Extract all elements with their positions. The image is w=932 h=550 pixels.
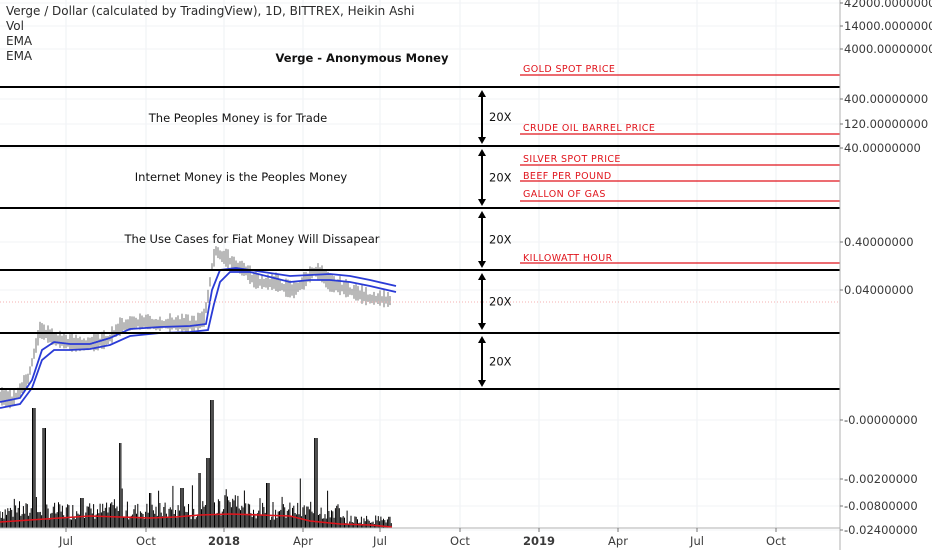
commodity-label: KILLOWATT HOUR [523,253,613,264]
x-tick-label: 2019 [523,534,555,548]
y-tick-label: 0.40000000 [844,235,914,249]
multiplier-label: 20X [489,295,512,309]
x-tick-label: Apr [608,534,628,548]
commodity-label: GOLD SPOT PRICE [523,64,615,75]
y-tick-label: 40.00000000 [844,141,921,155]
arrow-head-up [478,149,486,156]
x-tick-label: 2018 [208,534,240,548]
axis-background [840,0,932,550]
annotations: Verge - Anonymous Money The Peoples Money… [124,51,512,387]
arrow-head-up [478,90,486,97]
zone-text: Internet Money is the Peoples Money [135,170,348,184]
y-tick-label: -0.00200000 [844,472,918,486]
x-tick-label: Jul [689,534,704,548]
price-series [0,246,397,409]
indicator-ema-1[interactable]: EMA [6,34,33,48]
chart-title: Verge - Anonymous Money [276,51,449,65]
arrow-head-up [478,273,486,280]
chart-legend: Verge / Dollar (calculated by TradingVie… [6,4,414,64]
x-tick-label: Oct [450,534,470,548]
zone-text: The Use Cases for Fiat Money Will Dissap… [124,232,380,246]
indicator-ema-2[interactable]: EMA [6,49,33,63]
x-tick-label: Oct [136,534,156,548]
arrow-head-up [478,211,486,218]
ema-short-line [0,267,397,403]
y-tick-label: 400.00000000 [844,92,928,106]
multiplier-label: 20X [489,110,512,124]
y-tick-label: -0.02400000 [844,523,918,537]
x-tick-label: Apr [293,534,313,548]
arrow-head-up [478,336,486,343]
multiplier-label: 20X [489,171,512,185]
y-tick-label: 0.04000000 [844,283,914,297]
y-tick-label: 42000.00000000 [844,0,932,10]
y-tick-label: 14000.00000000 [844,19,932,33]
arrow-head-down [478,261,486,268]
commodity-label: CRUDE OIL BARREL PRICE [523,123,655,134]
multiplier-label: 20X [489,355,512,369]
horizontal-levels: 800.0000000040.000000002.000000000.10000… [0,64,932,396]
x-tick-label: Jul [58,534,73,548]
arrow-head-down [478,137,486,144]
zone-text: The Peoples Money is for Trade [148,111,327,125]
y-tick-label: -0.00800000 [844,499,918,513]
price-axis[interactable]: 42000.00000000 14000.00000000 4000.0000000… [839,0,932,550]
arrow-head-down [478,199,486,206]
commodity-label: SILVER SPOT PRICE [523,154,621,165]
symbol-title: Verge / Dollar (calculated by TradingVie… [6,4,415,18]
arrow-head-down [478,380,486,387]
ema-long-line [0,271,397,409]
time-axis[interactable]: Jul Oct 2018 Apr Jul Oct 2019 Apr Jul Oct [0,527,840,548]
y-tick-label: 120.00000000 [844,117,928,131]
y-tick-label: 4000.00000000 [844,42,932,56]
x-tick-label: Oct [766,534,786,548]
volume-ema-line [0,513,393,528]
y-tick-label: -0.00000000 [844,413,918,427]
grid [0,0,840,531]
indicator-vol[interactable]: Vol [6,19,24,33]
arrow-head-down [478,323,486,330]
commodity-label: GALLON OF GAS [523,189,606,200]
multiplier-label: 20X [489,233,512,247]
volume-bars [0,400,393,528]
commodity-label: BEEF PER POUND [523,171,612,182]
x-tick-label: Jul [372,534,387,548]
